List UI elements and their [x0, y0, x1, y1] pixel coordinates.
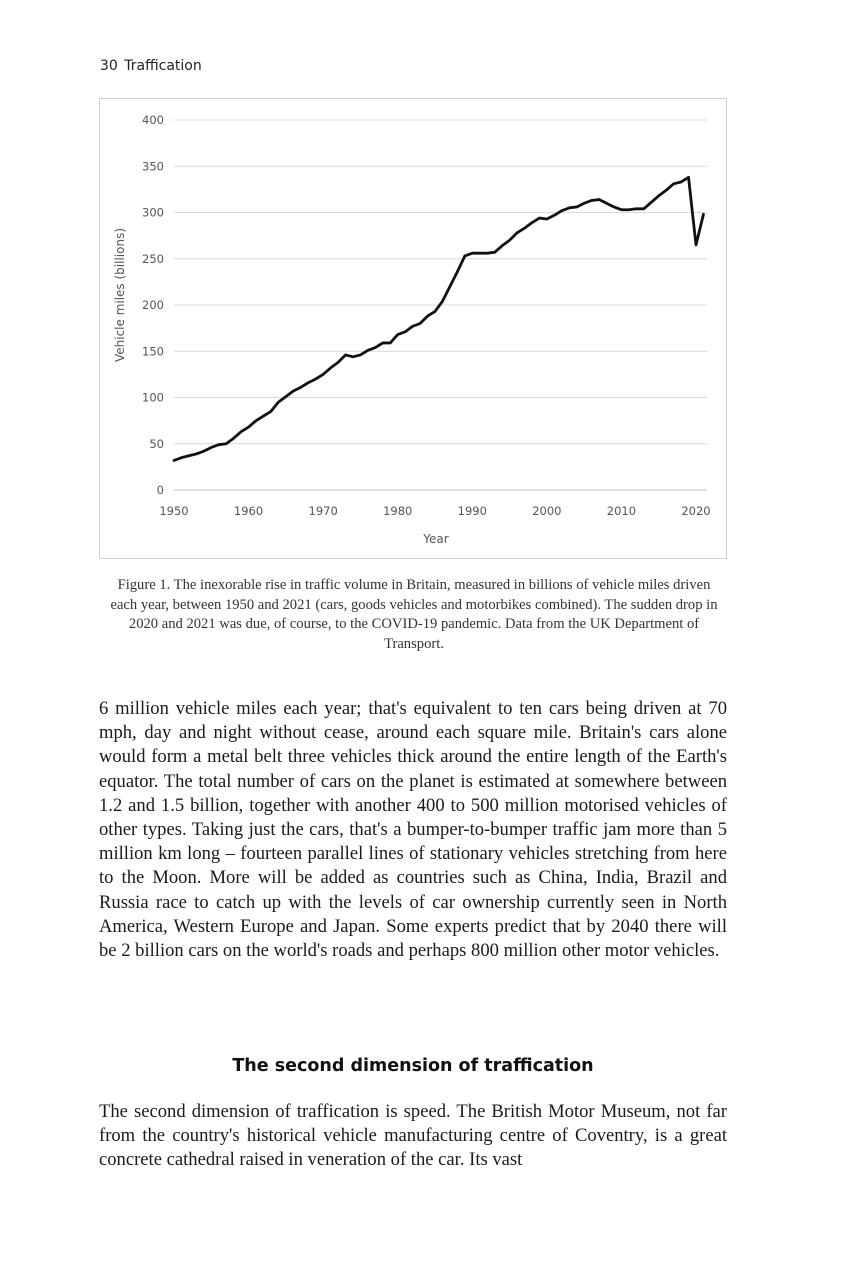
running-head: 30 Traffication [100, 58, 202, 74]
x-tick-label-1970: 1970 [309, 504, 338, 518]
x-tick-labels: 1950 1960 1970 1980 1990 2000 2010 2020 [159, 504, 710, 518]
page-number: 30 [100, 58, 118, 74]
y-tick-label-400: 400 [142, 113, 164, 127]
x-tick-label-2000: 2000 [532, 504, 561, 518]
x-axis-label: Year [422, 532, 448, 546]
x-tick-label-2010: 2010 [607, 504, 636, 518]
y-tick-labels: 0 50 100 150 200 250 300 350 400 [142, 113, 164, 497]
y-axis-label: Vehicle miles (billions) [113, 228, 127, 362]
figure-frame: 0 50 100 150 200 250 300 350 400 1950 1960 1970 198… [99, 98, 727, 559]
x-tick-label-2020: 2020 [681, 504, 710, 518]
y-tick-label-50: 50 [149, 437, 164, 451]
y-tick-label-0: 0 [157, 483, 164, 497]
traffic-volume-chart: 0 50 100 150 200 250 300 350 400 1950 1960 1970 198… [113, 113, 711, 546]
x-tick-label-1980: 1980 [383, 504, 412, 518]
figure-caption: Figure 1. The inexorable rise in traffic… [110, 577, 718, 652]
series-line-0 [172, 175, 705, 462]
y-tick-label-350: 350 [142, 159, 164, 173]
y-tick-label-300: 300 [142, 206, 164, 220]
body-paragraph-2: The second dimension of traffication is … [99, 1101, 727, 1171]
y-tick-label-250: 250 [142, 252, 164, 266]
y-tick-label-100: 100 [142, 391, 164, 405]
section-heading: The second dimension of traffication [232, 1056, 594, 1076]
body-paragraph-1: 6 million vehicle miles each year; that'… [99, 698, 727, 962]
x-tick-label-1950: 1950 [159, 504, 188, 518]
y-tick-label-200: 200 [142, 298, 164, 312]
x-tick-label-1960: 1960 [234, 504, 263, 518]
x-tick-label-1990: 1990 [458, 504, 487, 518]
y-tick-label-150: 150 [142, 344, 164, 358]
series-layer [172, 175, 705, 462]
running-title: Traffication [124, 58, 202, 74]
